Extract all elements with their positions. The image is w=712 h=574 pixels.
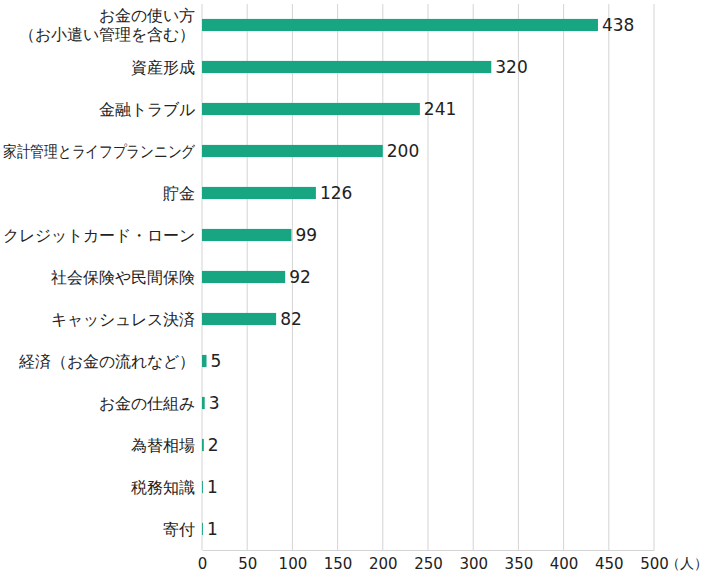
data-label: 5	[211, 351, 222, 371]
data-label: 82	[280, 309, 302, 329]
data-label: 241	[424, 99, 456, 119]
bar	[202, 145, 383, 157]
y-tick-label: 社会保険や民間保険	[51, 268, 195, 287]
x-tick-label: 350	[505, 555, 534, 573]
bar	[202, 61, 491, 73]
grid-line	[428, 4, 429, 550]
grid-line	[563, 4, 564, 550]
x-axis: 0 50 100 150 200 250 300 350 400 450 500	[198, 550, 669, 573]
bar	[202, 313, 276, 325]
y-tick-label: 税務知識	[131, 478, 195, 497]
grid-line	[654, 4, 655, 550]
x-tick-label: 400	[550, 555, 579, 573]
grid	[202, 4, 654, 550]
x-tick: 50	[238, 550, 257, 573]
y-axis: お金の使い方（お小遣い管理を含む） 資産形成金融トラブル家計管理とライフプランニン…	[3, 6, 196, 539]
bar	[202, 271, 285, 283]
plot: 0 50 100 150 200 250 300 350 400 450 500 438 320 241 2…	[198, 4, 669, 573]
data-label: 200	[387, 141, 419, 161]
y-tick-label: 金融トラブル	[99, 100, 195, 119]
y-tick-label: お金の仕組み	[99, 394, 195, 413]
bars	[202, 19, 598, 535]
x-tick: 0	[198, 550, 208, 573]
bar	[202, 229, 291, 241]
x-tick: 200	[369, 550, 398, 573]
x-tick-label: 150	[324, 555, 353, 573]
x-tick: 450	[595, 550, 624, 573]
x-tick-label: 200	[369, 555, 398, 573]
y-tick-label: 寄付	[163, 520, 195, 539]
data-label: 438	[602, 15, 634, 35]
grid-line	[382, 4, 383, 550]
y-tick-label: クレジットカード・ローン	[3, 226, 195, 245]
x-tick: 350	[505, 550, 534, 573]
x-tick-label: 100	[279, 555, 308, 573]
bar	[202, 103, 420, 115]
grid-line	[608, 4, 609, 550]
bar	[202, 481, 203, 493]
y-tick-label: お金の使い方（お小遣い管理を含む）	[19, 6, 195, 44]
grid-line	[337, 4, 338, 550]
data-label: 126	[320, 183, 352, 203]
x-tick-label: 450	[595, 555, 624, 573]
data-label: 2	[208, 435, 219, 455]
y-tick-label: 資産形成	[131, 58, 195, 77]
x-tick-label: 300	[459, 555, 488, 573]
chart: 0 50 100 150 200 250 300 350 400 450 500 438 320 241 2…	[0, 0, 712, 574]
bar	[202, 355, 207, 367]
grid-line	[473, 4, 474, 550]
data-label: 1	[207, 519, 218, 539]
grid-line	[518, 4, 519, 550]
x-axis-line	[203, 550, 655, 551]
y-tick-label: 為替相場	[131, 436, 195, 455]
data-label: 3	[209, 393, 220, 413]
y-tick-label: キャッシュレス決済	[51, 310, 195, 329]
data-label: 99	[295, 225, 317, 245]
x-tick: 300	[459, 550, 488, 573]
x-tick: 250	[414, 550, 443, 573]
bar	[202, 397, 205, 409]
bar	[202, 523, 203, 535]
data-labels: 438 320 241 200 126 99 92 82 5 3 2 1 1	[207, 15, 635, 539]
x-axis-title: （人）	[666, 555, 708, 571]
x-tick: 150	[324, 550, 353, 573]
data-label: 320	[495, 57, 527, 77]
data-label: 1	[207, 477, 218, 497]
x-tick-label: 250	[414, 555, 443, 573]
y-tick-label: 貯金	[163, 184, 195, 203]
x-tick: 500	[640, 550, 669, 573]
y-tick-label: 家計管理とライフプランニング	[3, 142, 196, 161]
bar	[202, 187, 316, 199]
x-tick-label: 50	[238, 555, 257, 573]
bar	[202, 439, 204, 451]
x-tick: 100	[279, 550, 308, 573]
x-tick-label: 500	[640, 555, 669, 573]
data-label: 92	[289, 267, 311, 287]
y-tick-label: 経済（お金の流れなど）	[18, 352, 195, 371]
bar	[202, 19, 598, 31]
x-tick: 400	[550, 550, 579, 573]
x-tick-label: 0	[198, 555, 208, 573]
